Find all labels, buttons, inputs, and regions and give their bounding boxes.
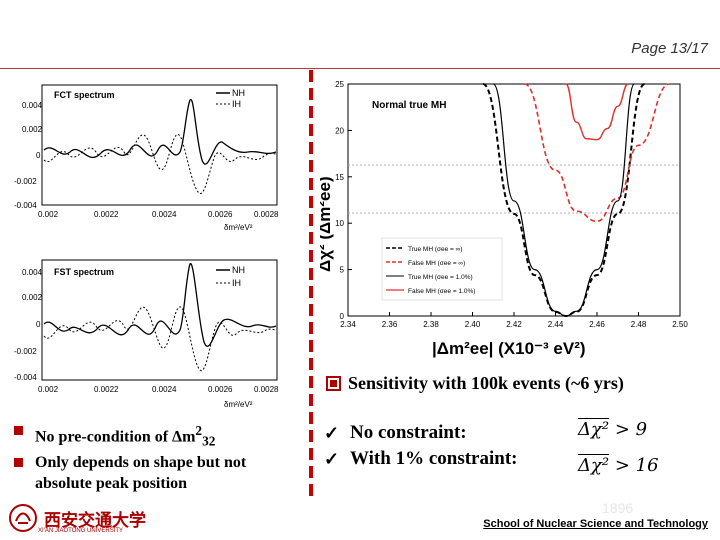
bullet-text: No pre-condition of Δm232: [35, 423, 216, 449]
fct-frame: [41, 84, 278, 206]
fct-ytick: 0: [36, 151, 41, 160]
chi2-xtick-label: 2.34: [340, 320, 356, 329]
series-false-mh-inf: [524, 83, 670, 223]
school-name: School of Nuclear Science and Technology: [483, 518, 708, 530]
series-false-mh-1pct: [565, 83, 629, 141]
series-true-mh-1pct: [492, 83, 635, 317]
fst-xtick: 0.0024: [152, 385, 177, 394]
constraint-label: No constraint:: [350, 422, 467, 443]
math-expression: Δχ² > 16: [578, 455, 659, 476]
left-bullet-list: No pre-condition of Δm232 Only depends o…: [12, 420, 246, 494]
fst-xtick: 0.0028: [254, 385, 279, 394]
chi2-xticks: 2.34 2.36 2.38 2.40 2.42 2.44 2.46 2.48 2.50: [340, 312, 688, 329]
fst-ytick: -0.002: [14, 347, 37, 356]
fct-ytick: -0.002: [14, 177, 37, 186]
fst-legend-nh: NH: [232, 265, 245, 275]
column-divider: [309, 70, 313, 500]
fst-frame: [41, 259, 278, 381]
fct-xtick: 0.0028: [254, 210, 279, 219]
chi2-xtick-label: 2.38: [423, 320, 439, 329]
bullet-text-continued: absolute peak position: [35, 474, 188, 492]
list-item: No pre-condition of Δm232: [12, 420, 246, 452]
fct-xtick: 0.0022: [94, 210, 119, 219]
heading-text: Sensitivity with 100k events (~6 yrs): [348, 373, 624, 393]
chi2-ytick-label: 25: [335, 80, 344, 89]
checkmark-icon: ✓: [324, 449, 340, 469]
university-emblem-icon: [9, 504, 37, 532]
logo-english-name: XI'AN JIAOTONG UNIVERSITY: [38, 528, 124, 534]
chi2-xtick-label: 2.42: [506, 320, 522, 329]
list-item: Only depends on shape but not: [12, 452, 246, 473]
constraint-list: ✓ No constraint: ✓ With 1% constraint:: [324, 420, 517, 472]
chi2-ytick-label: 0: [340, 312, 345, 321]
legend-true-inf: True MH (σee = ∞): [408, 246, 462, 253]
fct-title: FCT spectrum: [54, 90, 115, 100]
legend-false-inf: False MH (σee = ∞): [408, 260, 465, 267]
checkmark-icon: ✓: [324, 423, 340, 443]
constraint-label: With 1% constraint:: [350, 448, 518, 469]
fst-xtick: 0.002: [38, 385, 59, 394]
fct-nh-curve: [43, 99, 277, 165]
fst-xtick: 0.0026: [208, 385, 233, 394]
chi2-ylabel: Δχ² (Δm²ee): [320, 176, 334, 272]
list-item: ✓ No constraint:: [324, 420, 517, 446]
fct-panel: FCT spectrum NH IH 0.004 0.002 0 -0.002 …: [14, 84, 279, 232]
fct-ytick: 0.004: [22, 101, 43, 110]
chi2-ytick-label: 10: [335, 219, 344, 228]
square-bullet-icon: [14, 426, 23, 435]
fct-legend-ih: IH: [232, 99, 241, 109]
chi2-xtick-label: 2.36: [382, 320, 398, 329]
chi2-xtick-label: 2.40: [465, 320, 481, 329]
fct-xtick: 0.0024: [152, 210, 177, 219]
math-expression: Δχ² > 9: [578, 419, 648, 440]
fst-ih-curve: [43, 306, 277, 371]
chi2-xtick-label: 2.48: [631, 320, 647, 329]
fct-ytick: 0.002: [22, 125, 43, 134]
watermark-year: 1896: [602, 500, 634, 516]
chi2-xtick-label: 2.50: [672, 320, 688, 329]
fst-xlabel: δm²/eV²: [224, 400, 253, 409]
chi2-xtick-label: 2.44: [548, 320, 564, 329]
chi2-yticks: 25 20 15 10 5 0: [335, 80, 352, 321]
fst-xtick: 0.0022: [94, 385, 119, 394]
university-logo: 西安交通大学: [8, 503, 146, 533]
fct-xlabel: δm²/eV²: [224, 223, 253, 232]
fst-ytick: 0.004: [22, 268, 43, 277]
box-bullet-icon: [326, 376, 341, 391]
chi2-ytick-label: 15: [335, 173, 344, 182]
bullet-text: Only depends on shape but not: [35, 453, 247, 471]
fst-ytick: 0.002: [22, 293, 43, 302]
header-rule: [0, 68, 720, 69]
spectrum-figures: FCT spectrum NH IH 0.004 0.002 0 -0.002 …: [14, 84, 279, 409]
fst-panel: FST spectrum NH IH 0.004 0.002 0 -0.002 …: [14, 259, 279, 409]
logo-chinese-name: 西安交通大学: [44, 510, 146, 531]
chi2-annotation: Normal true MH: [372, 100, 446, 111]
fct-ih-curve: [43, 134, 277, 195]
list-item: ✓ With 1% constraint:: [324, 446, 517, 472]
chi2-xlabel: |Δm²ee| (X10⁻³ eV²): [432, 339, 586, 358]
fst-title: FST spectrum: [54, 267, 114, 277]
chi2-series: [482, 83, 670, 318]
chi2-xtick-label: 2.46: [589, 320, 605, 329]
square-bullet-icon: [14, 457, 23, 467]
chi2-ytick-label: 5: [340, 266, 345, 275]
fst-nh-curve: [43, 263, 277, 347]
legend-true-1: True MH (σee = 1.0%): [408, 274, 473, 281]
fct-ytick: -0.004: [14, 201, 37, 210]
fst-ytick: -0.004: [14, 373, 37, 382]
chi2-ytick-label: 20: [335, 126, 344, 135]
fct-xtick: 0.002: [38, 210, 59, 219]
fst-legend-ih: IH: [232, 278, 241, 288]
sensitivity-heading: Sensitivity with 100k events (~6 yrs): [326, 373, 624, 394]
legend-false-1: False MH (σee = 1.0%): [408, 288, 475, 295]
fct-xtick: 0.0026: [208, 210, 233, 219]
page-number: Page 13/17: [631, 40, 708, 57]
fst-ytick: 0: [36, 320, 41, 329]
fct-legend-nh: NH: [232, 88, 245, 98]
